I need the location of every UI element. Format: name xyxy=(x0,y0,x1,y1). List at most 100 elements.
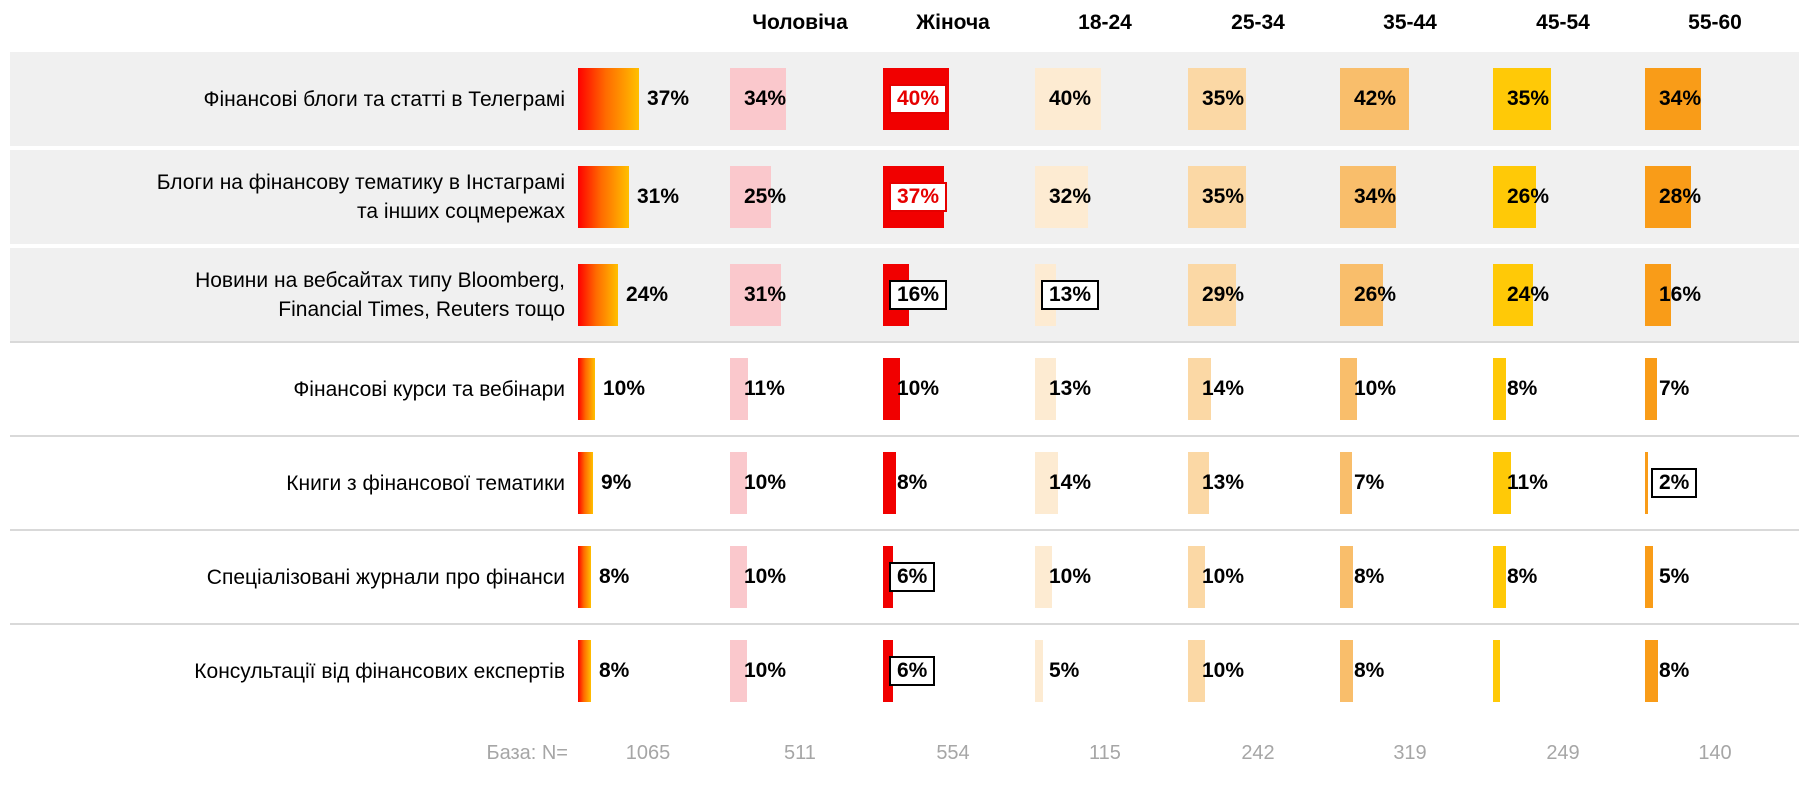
value-cell-total: 37% xyxy=(578,52,730,146)
bar xyxy=(1493,452,1511,514)
row-divider xyxy=(10,623,1799,625)
bar xyxy=(730,452,747,514)
value-label: 5% xyxy=(1659,565,1690,588)
value-cell-total: 24% xyxy=(578,248,730,342)
value-cell-total: 8% xyxy=(578,624,730,718)
row-label: Спеціалізовані журнали про фінанси xyxy=(0,530,565,624)
value-label: 11% xyxy=(1507,471,1548,494)
value-cell-age-25-34: 10% xyxy=(1188,624,1340,718)
value-label: 8% xyxy=(897,471,928,494)
value-label: 14% xyxy=(1049,471,1092,494)
bar xyxy=(1493,68,1551,130)
value-cell-age-25-34: 14% xyxy=(1188,342,1340,436)
bar xyxy=(1645,264,1671,326)
value-label: 32% xyxy=(1049,185,1092,208)
row-label-line: Книги з фінансової тематики xyxy=(286,471,565,495)
value-cell-total: 9% xyxy=(578,436,730,530)
bar xyxy=(1188,452,1209,514)
value-cell-age-45-54: 35% xyxy=(1493,52,1645,146)
bar xyxy=(1493,640,1500,702)
value-label: 5% xyxy=(1049,659,1080,682)
bar xyxy=(883,452,896,514)
value-label: 10% xyxy=(744,565,787,588)
bar xyxy=(1188,640,1205,702)
value-cell-female: 8% xyxy=(883,436,1035,530)
row-label: Фінансові курси та вебінари xyxy=(0,342,565,436)
row-label-line: Блоги на фінансову тематику в Інстаграмі xyxy=(156,171,565,194)
bar xyxy=(1340,68,1409,130)
value-cell-age-35-44: 7% xyxy=(1340,436,1492,530)
value-cell-female: 40% xyxy=(883,52,1035,146)
bar xyxy=(1645,68,1701,130)
value-label: 8% xyxy=(1659,659,1690,682)
value-label: 7% xyxy=(1659,377,1690,400)
bar xyxy=(730,640,747,702)
base-value-age-18-24: 115 xyxy=(1089,742,1121,764)
value-cell-age-45-54: 8% xyxy=(1493,342,1645,436)
value-cell-age-35-44: 10% xyxy=(1340,342,1492,436)
significantly-lower-value: 6% xyxy=(889,562,936,592)
value-cell-age-45-54: 24% xyxy=(1493,248,1645,342)
row-label-line: та інших соцмережах xyxy=(357,200,565,223)
value-cell-age-18-24: 5% xyxy=(1035,624,1187,718)
value-label: 31% xyxy=(637,185,680,208)
value-label: 8% xyxy=(1507,377,1538,400)
value-label: 10% xyxy=(1049,565,1092,588)
value-label: 10% xyxy=(897,377,940,400)
value-cell-male: 34% xyxy=(730,52,882,146)
row-label-line: Консультації від фінансових експертів xyxy=(194,659,565,683)
value-cell-male: 10% xyxy=(730,624,882,718)
bar xyxy=(1035,546,1052,608)
value-label: 26% xyxy=(1507,185,1550,208)
value-cell-age-25-34: 29% xyxy=(1188,248,1340,342)
value-label: 10% xyxy=(1202,659,1245,682)
bar xyxy=(730,68,786,130)
value-cell-age-55-60: 28% xyxy=(1645,150,1797,244)
value-cell-age-55-60: 34% xyxy=(1645,52,1797,146)
significantly-higher-value: 40% xyxy=(889,84,948,114)
bar xyxy=(578,452,593,514)
value-cell-age-25-34: 35% xyxy=(1188,52,1340,146)
value-label: 14% xyxy=(1202,377,1245,400)
column-header-age-35-44: 35-44 xyxy=(1383,11,1437,34)
value-cell-age-45-54: 26% xyxy=(1493,150,1645,244)
bar xyxy=(883,640,893,702)
value-cell-age-18-24: 13% xyxy=(1035,342,1187,436)
bar xyxy=(1035,452,1058,514)
value-cell-age-55-60: 7% xyxy=(1645,342,1797,436)
value-label: 35% xyxy=(1507,87,1550,110)
value-cell-total: 8% xyxy=(578,530,730,624)
value-label: 8% xyxy=(1507,565,1538,588)
row-divider xyxy=(10,435,1799,437)
base-value-age-35-44: 319 xyxy=(1393,742,1427,764)
value-label: 10% xyxy=(603,377,646,400)
value-label: 35% xyxy=(1202,87,1245,110)
value-label: 34% xyxy=(1659,87,1702,110)
value-label: 37% xyxy=(647,87,690,110)
row-label-line: Financial Times, Reuters тощо xyxy=(278,298,565,321)
bar xyxy=(578,546,591,608)
row-label-line: Спеціалізовані журнали про фінанси xyxy=(206,565,565,589)
bar xyxy=(1340,166,1396,228)
value-cell-age-55-60: 16% xyxy=(1645,248,1797,342)
value-cell-male: 10% xyxy=(730,530,882,624)
value-cell-female: 10% xyxy=(883,342,1035,436)
value-label: 8% xyxy=(1354,565,1385,588)
column-header-age-25-34: 25-34 xyxy=(1231,11,1285,34)
value-cell-age-25-34: 13% xyxy=(1188,436,1340,530)
bar xyxy=(1645,452,1648,514)
bar xyxy=(730,546,747,608)
value-label: 25% xyxy=(744,185,787,208)
value-label: 26% xyxy=(1354,283,1397,306)
value-cell-age-55-60: 5% xyxy=(1645,530,1797,624)
value-cell-total: 10% xyxy=(578,342,730,436)
value-cell-male: 31% xyxy=(730,248,882,342)
value-label: 16% xyxy=(1659,283,1702,306)
value-label: 8% xyxy=(599,565,630,588)
bar xyxy=(1493,358,1506,420)
value-label: 8% xyxy=(599,659,630,682)
bar xyxy=(1188,68,1246,130)
value-label: 9% xyxy=(601,471,632,494)
base-label: База: N= xyxy=(486,742,568,764)
value-cell-age-35-44: 8% xyxy=(1340,624,1492,718)
